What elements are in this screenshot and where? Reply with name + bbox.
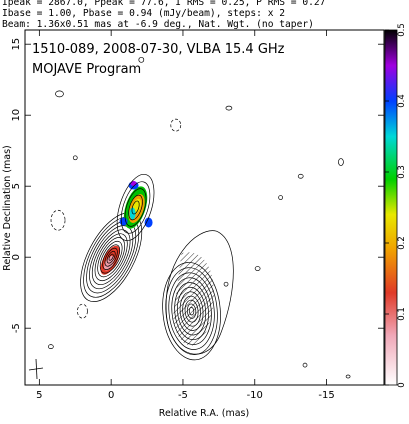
x-tick-label: -10 (247, 390, 263, 401)
noise-contour (345, 374, 351, 379)
southwest-lobe-contour (162, 262, 221, 361)
x-tick-label: 5 (36, 390, 42, 401)
plot-frame (24, 29, 385, 386)
noise-contour (297, 173, 304, 179)
x-tick-label: -5 (178, 390, 188, 401)
header-line-3: Beam: 1.36x0.51 mas at -6.9 deg., Nat. W… (2, 19, 314, 30)
southwest-lobe-contour (184, 299, 199, 323)
y-tick-label: 10 (11, 109, 22, 122)
colorbar-tick-label: 0 (397, 382, 407, 387)
southwest-lobe-outer-contour (165, 230, 234, 355)
noise-contour (55, 90, 64, 98)
noise-contour (254, 266, 261, 271)
southwest-lobe-contour (182, 295, 201, 327)
negative-contour (170, 118, 182, 132)
core-contour (106, 250, 116, 264)
jet-north-contour (128, 194, 143, 221)
colorbar-tick-label: 0.3 (397, 165, 407, 179)
noise-contour (225, 105, 233, 111)
colorbar (384, 29, 398, 386)
core-contour (99, 240, 123, 274)
y-tick-label: 0 (11, 254, 22, 260)
chart-title: 1510-089, 2008-07-30, VLBA 15.4 GHz (32, 42, 285, 57)
chart-subtitle: MOJAVE Program (32, 62, 141, 77)
colorbar-tick-label: 0.2 (397, 236, 407, 250)
x-tick-label: -15 (318, 390, 334, 401)
colorbar-tick-label: 0.4 (397, 94, 407, 108)
y-tick-label: 15 (11, 38, 22, 51)
y-axis-label: Relative Declination (mas) (2, 145, 13, 271)
colorbar-ticks: 0 0.1 0.2 0.3 0.4 0.5 (385, 23, 407, 388)
y-axis: 15 10 5 0 -5 (11, 38, 384, 333)
core-contour (104, 247, 118, 267)
x-axis-label: Relative R.A. (mas) (159, 408, 249, 419)
y-tick-label: -5 (11, 323, 22, 333)
noise-contour (47, 344, 54, 350)
southwest-lobe-contour (179, 291, 204, 331)
jet-polarization-blue-right (144, 217, 153, 228)
beam-marker (28, 358, 44, 380)
header-line-1: Ipeak = 2867.0, Ppeak = 77.6, I RMS = 0.… (2, 0, 326, 8)
core-contour (91, 229, 131, 285)
negative-contour (50, 209, 66, 231)
jet-north-contour (131, 200, 140, 215)
colorbar-tick-label: 0.1 (397, 307, 407, 321)
southwest-lobe-contour (174, 282, 209, 341)
noise-contour (278, 195, 283, 200)
noise-contour (302, 362, 308, 368)
noise-contour (338, 158, 344, 166)
contour-layer (47, 56, 351, 379)
southwest-lobe-contour (188, 306, 195, 316)
southwest-lobe-contour (186, 303, 197, 319)
jet-north-contour (116, 174, 155, 241)
core-contour (108, 253, 114, 261)
x-tick-label: 0 (108, 390, 114, 401)
noise-contour (138, 56, 145, 63)
noise-contour (72, 155, 78, 161)
southwest-lobe-contour (171, 277, 212, 345)
jet-polarization-blue-left (119, 217, 128, 226)
jet-north-contour (124, 188, 147, 227)
core-contour (102, 244, 121, 270)
noise-contour (223, 281, 229, 287)
negative-contour (77, 303, 88, 319)
colorbar-tick-label: 0.5 (397, 23, 407, 37)
x-axis: 5 0 -5 -10 -15 (36, 30, 335, 401)
y-tick-label: 5 (11, 183, 22, 189)
southwest-lobe-hatching (173, 252, 215, 346)
southwest-lobe-contour (168, 272, 215, 350)
core-contour (94, 233, 128, 282)
southwest-lobe-contour (177, 286, 207, 336)
jet-north-contour (120, 181, 151, 234)
header-line-2: Ibase = 1.00, Pbase = 0.94 (mJy/beam), s… (2, 8, 286, 19)
